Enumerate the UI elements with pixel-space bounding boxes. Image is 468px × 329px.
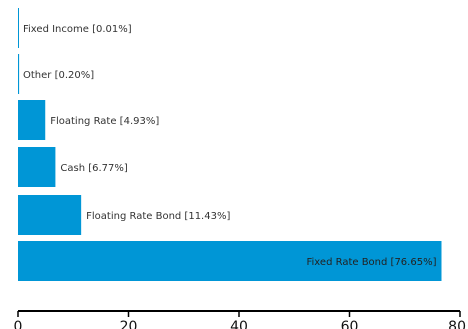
x-tick-label-20: 20 — [120, 319, 138, 329]
bar-floating-rate-bond — [18, 195, 82, 235]
x-tick-label-0: 0 — [14, 319, 23, 329]
bar-label-fixed-income: Fixed Income [0.01%] — [23, 24, 132, 35]
bar-label-other: Other [0.20%] — [23, 70, 94, 81]
bar-label-cash: Cash [6.77%] — [60, 163, 128, 174]
x-axis: 0 20 40 60 80 — [14, 310, 466, 329]
bar-fixed-income — [18, 8, 19, 48]
bar-labels-layer: Fixed Income [0.01%] Other [0.20%] Floatin… — [23, 24, 437, 268]
bar-other — [18, 54, 20, 94]
x-tick-label-80: 80 — [448, 319, 466, 329]
bar-fixed-rate-bond — [18, 241, 442, 281]
bar-label-fixed-rate-bond: Fixed Rate Bond [76.65%] — [307, 257, 437, 268]
bar-cash — [18, 147, 56, 187]
x-tick-label-60: 60 — [341, 319, 359, 329]
bars-layer — [18, 8, 442, 281]
bar-floating-rate — [18, 100, 46, 140]
bar-label-floating-rate-bond: Floating Rate Bond [11.43%] — [86, 211, 230, 222]
bar-label-floating-rate: Floating Rate [4.93%] — [50, 116, 159, 127]
x-tick-label-40: 40 — [230, 319, 248, 329]
